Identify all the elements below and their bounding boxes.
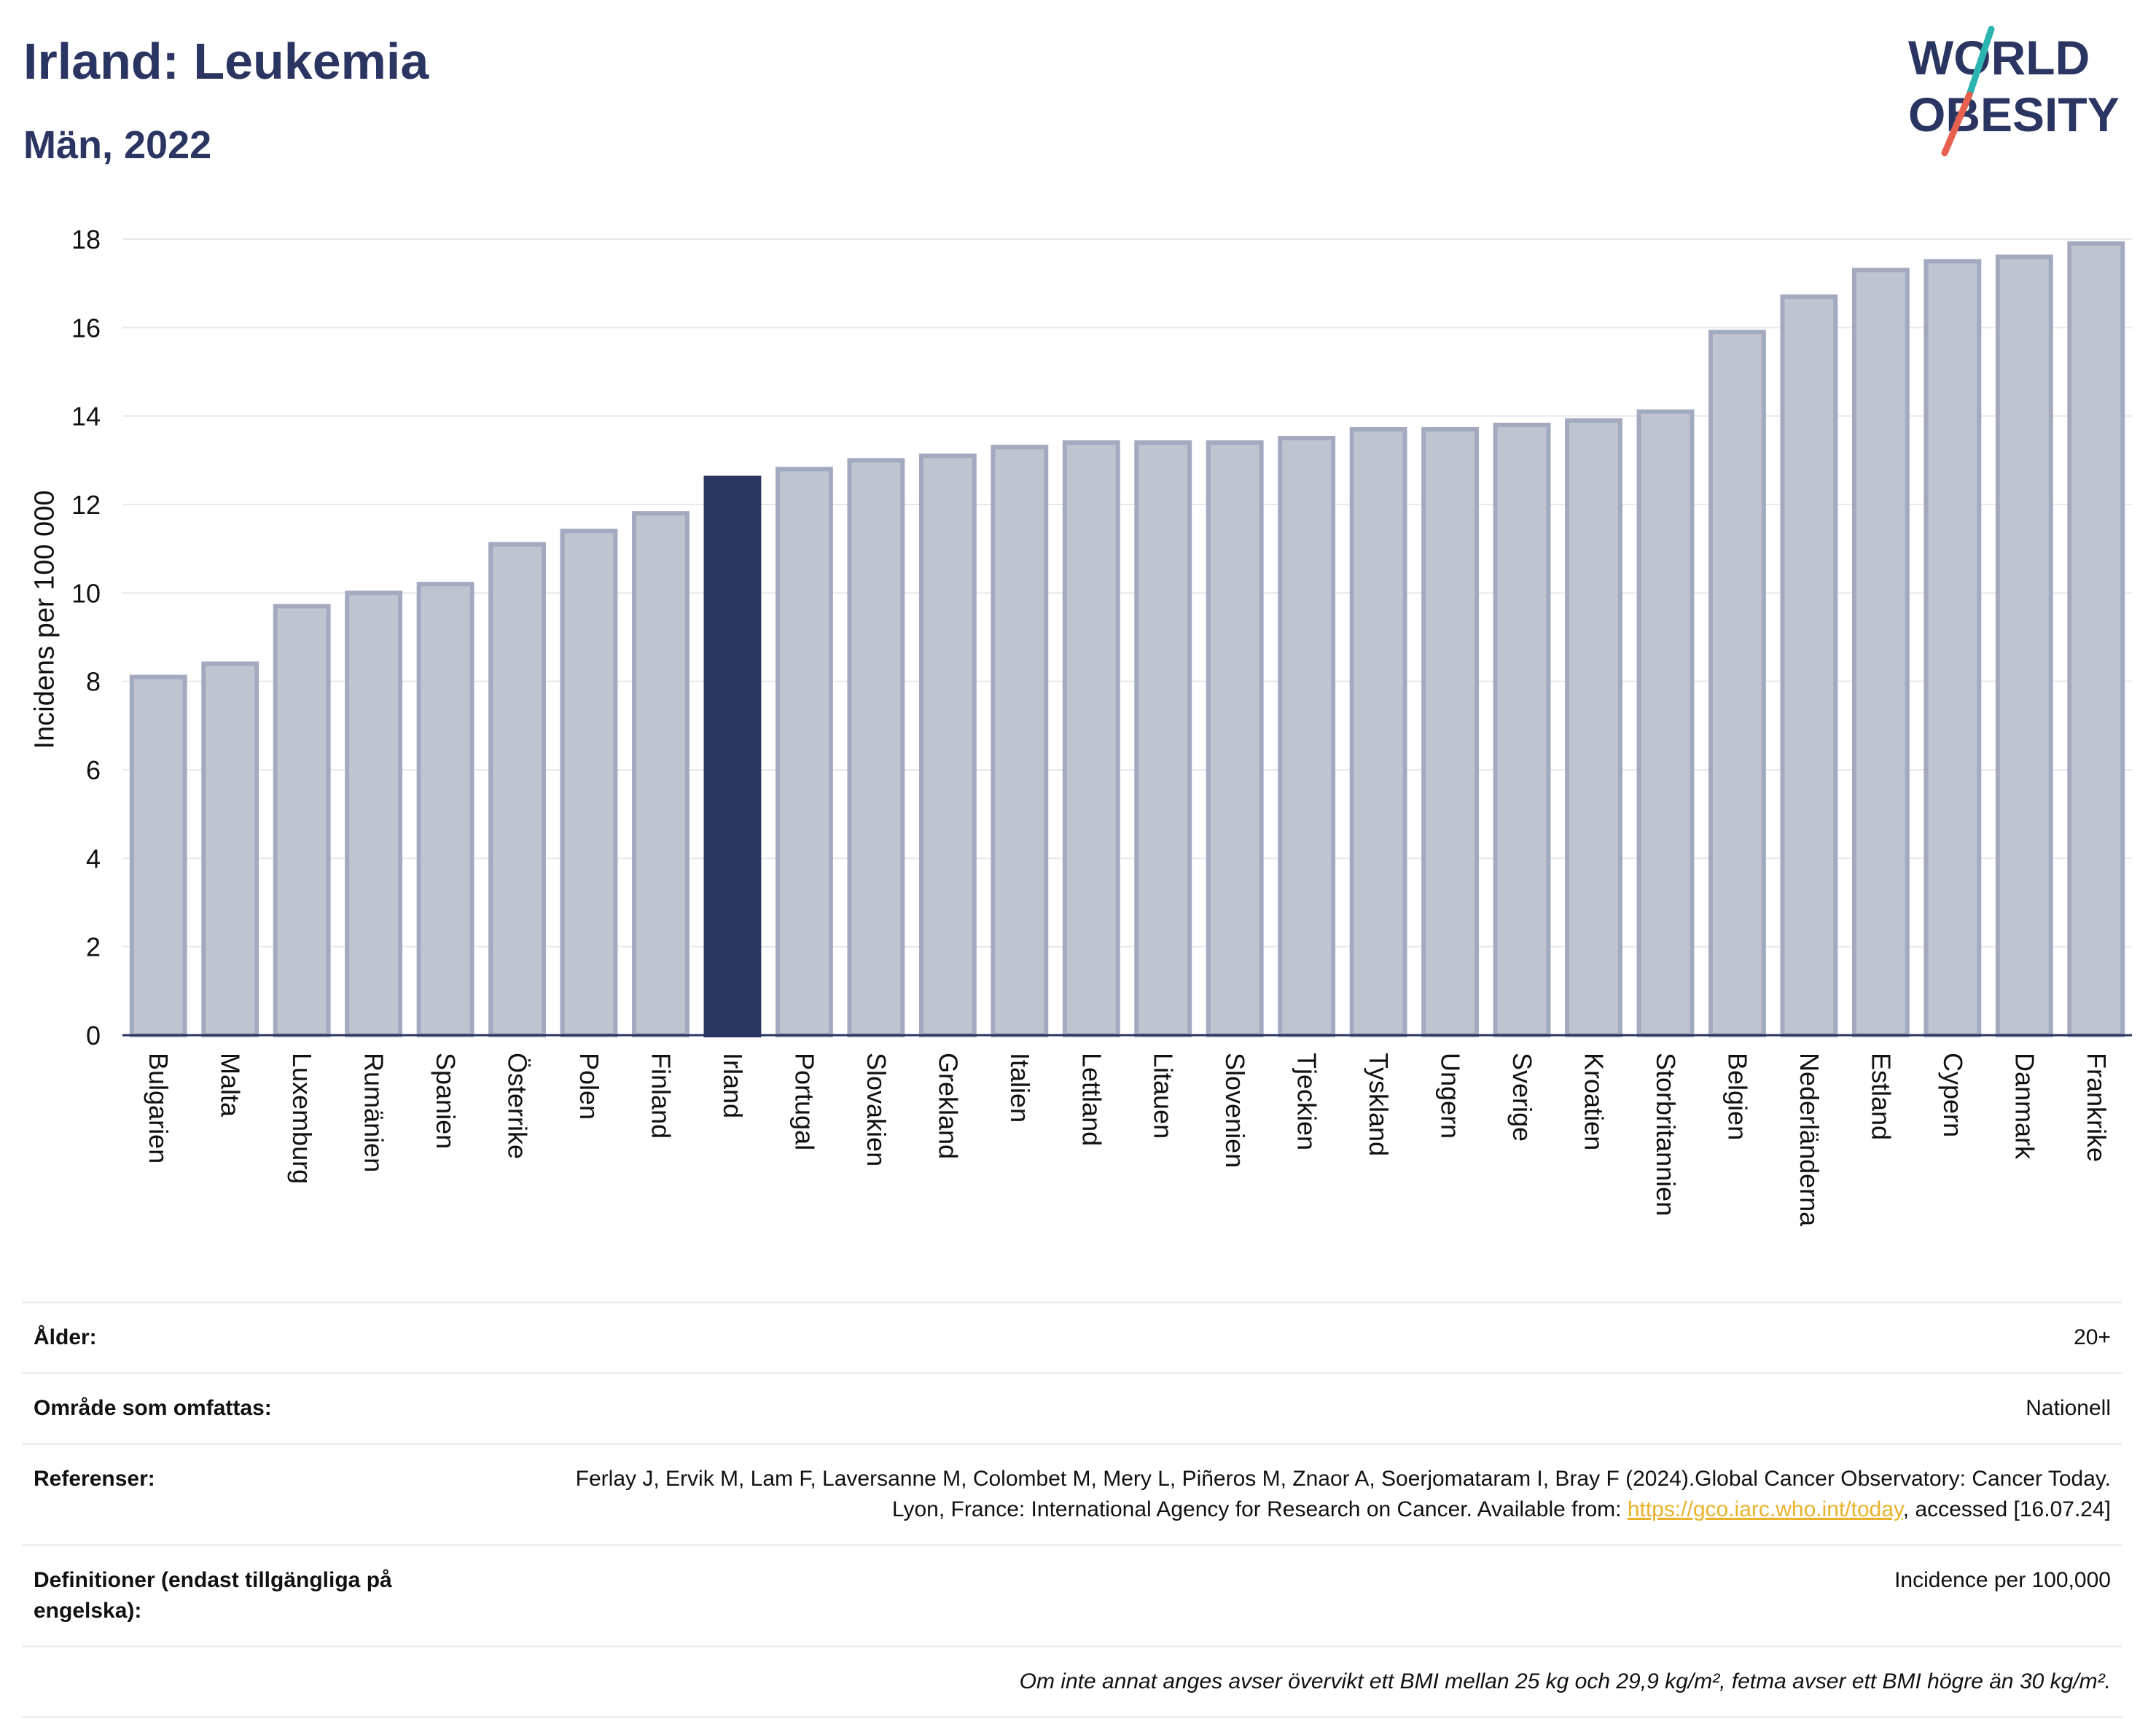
meta-area-label: Område som omfattas:	[34, 1396, 272, 1420]
bar-Danmark	[1995, 254, 2053, 1037]
x-tick-label: Tyskland	[1364, 1053, 1394, 1156]
bar-Rumänien	[345, 590, 403, 1037]
x-tick-label: Finland	[646, 1053, 676, 1139]
logo-text-obesity: OBESITY	[1908, 87, 2120, 141]
bar-Slovenien	[1206, 440, 1264, 1038]
x-tick-label: Frankrike	[2082, 1053, 2112, 1162]
page-subtitle: Män, 2022	[23, 123, 212, 167]
bar-Grekland	[918, 453, 977, 1037]
bar-Sverige	[1493, 422, 1551, 1037]
bar-Storbritannien	[1636, 409, 1695, 1038]
bar-Luxemburg	[273, 604, 331, 1037]
meta-row-area: Område som omfattas: Nationell	[22, 1373, 2122, 1444]
x-tick-label: Tjeckien	[1292, 1053, 1322, 1150]
bar-Belgien	[1708, 330, 1766, 1037]
bar-Polen	[560, 529, 618, 1037]
x-tick-label: Portugal	[789, 1053, 819, 1150]
meta-age-value: 20+	[2074, 1325, 2111, 1349]
bar-Finland	[632, 511, 690, 1037]
bar-Malta	[201, 661, 259, 1038]
world-obesity-logo: WORLD OBESITY	[1908, 26, 2120, 157]
meta-definitions-value: Incidence per 100,000	[1894, 1568, 2111, 1592]
meta-row-references: Referenser: Ferlay J, Ervik M, Lam F, La…	[22, 1443, 2122, 1545]
x-tick-label: Italien	[1005, 1053, 1035, 1123]
page-title: Irland: Leukemia	[23, 33, 429, 90]
x-tick-label: Slovenien	[1220, 1053, 1250, 1168]
bar-Estland	[1851, 268, 1910, 1037]
references-link[interactable]: https://gco.iarc.who.int/today	[1627, 1497, 1903, 1521]
meta-age-label: Ålder:	[34, 1325, 97, 1349]
x-tick-label: Nederländerna	[1794, 1053, 1824, 1227]
x-tick-label: Grekland	[933, 1053, 963, 1159]
meta-area-value: Nationell	[2026, 1396, 2111, 1420]
y-tick-label: 8	[86, 667, 101, 697]
bar-chart: 0 2 4 6 8 10 12 14 16 18 Bulgarien Malta Luxemburg Ru…	[71, 225, 2132, 1227]
y-tick-label: 6	[86, 755, 101, 785]
x-tick-label: Danmark	[2009, 1053, 2039, 1160]
x-tick-label: Spanien	[431, 1053, 461, 1149]
bar-Irland	[703, 475, 762, 1038]
meta-references-value: Ferlay J, Ervik M, Lam F, Laversanne M, …	[512, 1444, 2122, 1545]
bar-Italien	[991, 445, 1049, 1037]
meta-row-age: Ålder: 20+	[22, 1302, 2122, 1373]
x-tick-label: Sverige	[1507, 1053, 1537, 1142]
bar-Österrike	[488, 542, 546, 1038]
x-tick-label: Lettland	[1077, 1053, 1106, 1146]
logo-slash-teal	[1966, 26, 1995, 98]
x-tick-label: Bulgarien	[144, 1053, 173, 1163]
bar-Tyskland	[1349, 426, 1407, 1038]
meta-definitions-label: Definitioner (endast tillgängliga på eng…	[34, 1568, 392, 1623]
y-tick-label: 4	[86, 843, 101, 873]
x-tick-label: Malta	[216, 1053, 246, 1118]
bar-Litauen	[1134, 440, 1192, 1038]
y-tick-label: 16	[71, 313, 101, 343]
x-tick-label: Kroatien	[1579, 1053, 1609, 1150]
references-accessed: , accessed [16.07.24]	[1902, 1497, 2111, 1521]
y-tick-label: 2	[86, 932, 101, 962]
bar-Lettland	[1062, 440, 1120, 1038]
x-tick-label: Slovakien	[862, 1053, 891, 1166]
bar-Kroatien	[1565, 418, 1622, 1037]
bar-Ungern	[1421, 426, 1480, 1038]
bar-Slovakien	[847, 458, 905, 1038]
meta-row-note: Om inte annat anges avser övervikt ett B…	[22, 1646, 2122, 1718]
x-tick-label: Litauen	[1149, 1053, 1179, 1139]
logo-text-world: WORLD	[1908, 31, 2090, 85]
y-tick-label: 12	[71, 490, 101, 520]
x-tick-label: Estland	[1866, 1053, 1896, 1140]
y-tick-label: 10	[71, 578, 101, 608]
x-tick-label: Ungern	[1436, 1053, 1466, 1139]
x-tick-label: Luxemburg	[287, 1053, 317, 1184]
x-tick-label: Polen	[574, 1053, 604, 1120]
meta-references-label: Referenser:	[34, 1467, 155, 1491]
logo-slash-red	[1941, 91, 1973, 157]
x-tick-label: Österrike	[503, 1053, 533, 1159]
meta-row-definitions: Definitioner (endast tillgängliga på eng…	[22, 1545, 2122, 1647]
bar-Bulgarien	[129, 674, 187, 1037]
bar-Nederländerna	[1780, 294, 1838, 1038]
references-text: Ferlay J, Ervik M, Lam F, Laversanne M, …	[575, 1467, 2111, 1521]
x-tick-label: Irland	[718, 1053, 748, 1118]
y-tick-label: 18	[71, 225, 101, 254]
bmi-note: Om inte annat anges avser övervikt ett B…	[1019, 1669, 2111, 1693]
x-tick-label: Rumänien	[359, 1053, 389, 1172]
x-tick-label: Storbritannien	[1651, 1053, 1681, 1216]
y-tick-label: 14	[71, 402, 101, 432]
x-tick-label: Cypern	[1938, 1053, 1968, 1137]
bar-Tjeckien	[1278, 436, 1336, 1037]
bar-Frankrike	[2067, 241, 2125, 1038]
x-tick-label: Belgien	[1722, 1053, 1752, 1140]
bar-Spanien	[416, 582, 474, 1037]
metadata-table: Ålder: 20+ Område som omfattas: Nationel…	[22, 1301, 2122, 1718]
y-tick-label: 0	[86, 1021, 101, 1050]
bar-Cypern	[1923, 259, 1982, 1037]
bar-Portugal	[775, 467, 833, 1037]
